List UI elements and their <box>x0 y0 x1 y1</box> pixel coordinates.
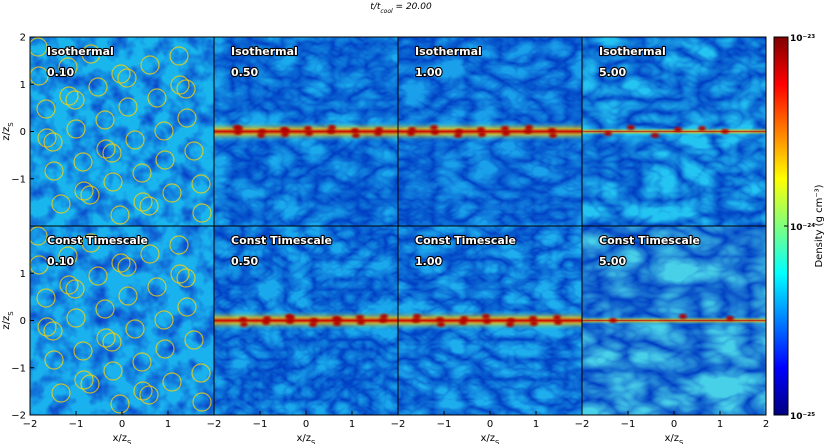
title-main: t/t <box>370 2 381 12</box>
x-axis-label: x/zS <box>665 433 685 444</box>
heatmap-panel: Isothermal 0.50 <box>213 36 399 227</box>
x-tick-label: 1 <box>717 419 723 430</box>
x-axis-label: x/zS <box>113 433 133 444</box>
y-axis-label: z/zS <box>1 311 15 330</box>
x-tick-label: 0 <box>671 419 677 430</box>
x-tick-label: −2 <box>575 419 590 430</box>
panel-time-value: 1.00 <box>415 255 442 268</box>
panel-time-value: 5.00 <box>599 66 626 79</box>
y-tick-label: −2 <box>11 411 26 422</box>
y-tick-label: −1 <box>11 363 26 374</box>
figure-title: t/tcool = 20.00 <box>370 2 432 15</box>
panel-label: Isothermal <box>599 45 666 58</box>
x-tick-label: −1 <box>437 419 452 430</box>
x-tick-label: 1 <box>533 419 539 430</box>
panel-label: Isothermal <box>231 45 298 58</box>
x-tick-label: 1 <box>349 419 355 430</box>
y-tick-label: 1 <box>20 80 26 91</box>
heatmap-panel: Isothermal 0.10 <box>29 36 215 227</box>
y-axis-label: z/zS <box>1 122 15 141</box>
panel-label: Const Timescale <box>47 234 148 247</box>
x-axis-label: x/zS <box>481 433 501 444</box>
colorbar-tick-label: 10⁻²⁵ <box>790 412 815 422</box>
heatmap-panel: Const Timescale 1.00 <box>397 225 583 416</box>
panel-time-value: 0.10 <box>47 66 74 79</box>
y-tick-label: −1 <box>11 174 26 185</box>
panel-label: Isothermal <box>47 45 114 58</box>
y-tick-label: 2 <box>20 33 26 44</box>
y-tick-label: 0 <box>20 127 26 138</box>
panels-layer: Isothermal 0.10 Isothermal 0.50 Isothermal 1.… <box>29 36 767 416</box>
x-tick-label: −2 <box>23 419 38 430</box>
panel-label: Const Timescale <box>415 234 516 247</box>
colorbar-tick-label: 10⁻²³ <box>790 34 815 44</box>
x-tick-label: −2 <box>391 419 406 430</box>
x-axis-label: x/zS <box>297 433 317 444</box>
heatmap-panel: Const Timescale 5.00 <box>581 225 767 416</box>
colorbar: 10⁻²³ 10⁻²⁴ 10⁻²⁵ Density (g cm⁻³) <box>773 34 825 422</box>
x-tick-label: 0 <box>303 419 309 430</box>
colorbar-tick-label: 10⁻²⁴ <box>790 223 815 233</box>
y-tick-label: 0 <box>20 316 26 327</box>
colorbar-label: Density (g cm⁻³) <box>814 184 825 267</box>
panel-time-value: 0.50 <box>231 255 258 268</box>
title-value: = 20.00 <box>393 2 432 12</box>
x-tick-label: −1 <box>253 419 268 430</box>
heatmap-panel: Const Timescale 0.10 <box>29 225 215 416</box>
heatmap-panel: Isothermal 1.00 <box>397 36 583 227</box>
x-tick-label: 2 <box>763 419 769 430</box>
panel-label: Const Timescale <box>599 234 700 247</box>
x-tick-label: 0 <box>119 419 125 430</box>
x-tick-label: −1 <box>69 419 84 430</box>
x-tick-label: −1 <box>621 419 636 430</box>
title-sub: cool <box>380 8 393 15</box>
panel-time-value: 1.00 <box>415 66 442 79</box>
x-tick-label: 1 <box>165 419 171 430</box>
x-tick-label: −2 <box>207 419 222 430</box>
panel-label: Const Timescale <box>231 234 332 247</box>
panel-time-value: 0.50 <box>231 66 258 79</box>
heatmap-panel: Const Timescale 0.50 <box>213 225 399 416</box>
x-tick-label: 0 <box>487 419 493 430</box>
panel-time-value: 5.00 <box>599 255 626 268</box>
panel-label: Isothermal <box>415 45 482 58</box>
panel-time-value: 0.10 <box>47 255 74 268</box>
heatmap-panel: Isothermal 5.00 <box>581 36 767 227</box>
axes-layer: −2 −1 0 1 x/zS −2 −1 0 1 x/zS −2 −1 0 1 x/zS −2 −1 0 1 2 x/z… <box>1 33 769 444</box>
y-tick-label: 1 <box>20 269 26 280</box>
